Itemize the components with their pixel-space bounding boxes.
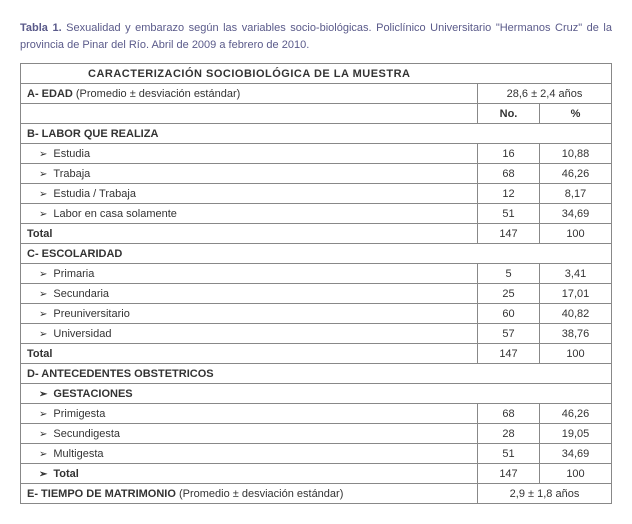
table-row: Estudia1610,88: [21, 144, 612, 164]
table-row: Secundaria2517,01: [21, 284, 612, 304]
matrimonio-value: 2,9 ± 1,8 años: [478, 484, 612, 504]
table-row: Multigesta5134,69: [21, 444, 612, 464]
caption-text: Sexualidad y embarazo según las variable…: [20, 22, 612, 51]
table-row: Preuniversitario6040,82: [21, 304, 612, 324]
table-row: Universidad5738,76: [21, 324, 612, 344]
edad-label: A- EDAD (Promedio ± desviación estándar): [21, 84, 478, 104]
table-row: Estudia / Trabaja128,17: [21, 184, 612, 204]
col-header-pct: %: [540, 104, 612, 124]
caption-bold: Tabla 1.: [20, 22, 62, 34]
table-row: Secundigesta2819,05: [21, 424, 612, 444]
total-row: Total147100: [21, 464, 612, 484]
labor-title: B- LABOR QUE REALIZA: [21, 124, 612, 144]
col-header-no: No.: [478, 104, 540, 124]
matrimonio-label: E- TIEMPO DE MATRIMONIO (Promedio ± desv…: [21, 484, 478, 504]
edad-value: 28,6 ± 2,4 años: [478, 84, 612, 104]
total-row: Total147100: [21, 224, 612, 244]
main-header: CARACTERIZACIÓN SOCIOBIOLÓGICA DE LA MUE…: [21, 64, 478, 84]
total-row: Total147100: [21, 344, 612, 364]
table-row: Trabaja6846,26: [21, 164, 612, 184]
data-table: CARACTERIZACIÓN SOCIOBIOLÓGICA DE LA MUE…: [20, 63, 612, 504]
table-row: Labor en casa solamente5134,69: [21, 204, 612, 224]
escolaridad-title: C- ESCOLARIDAD: [21, 244, 612, 264]
antecedentes-title: D- ANTECEDENTES OBSTETRICOS: [21, 364, 612, 384]
table-caption: Tabla 1. Sexualidad y embarazo según las…: [20, 20, 612, 53]
gestaciones-sub: GESTACIONES: [21, 384, 612, 404]
table-row: Primigesta6846,26: [21, 404, 612, 424]
table-row: Primaria53,41: [21, 264, 612, 284]
